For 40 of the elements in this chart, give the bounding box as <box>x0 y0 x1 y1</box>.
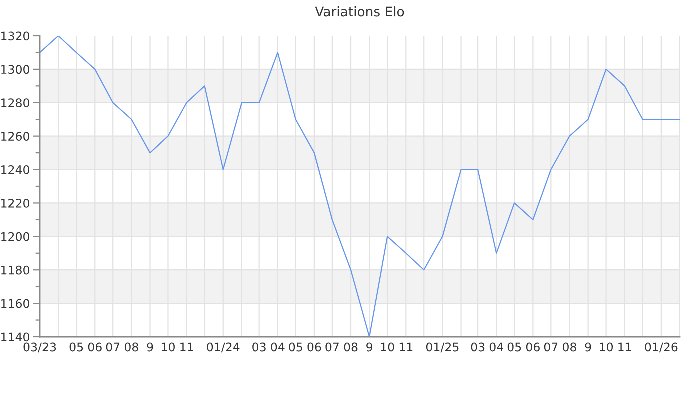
x-tick-label: 07 <box>106 342 120 352</box>
x-tick-label: 08 <box>344 342 358 352</box>
x-tick-label: 10 <box>381 342 394 352</box>
x-tick-label: 01/26 <box>645 342 678 353</box>
x-tick-label: 08 <box>563 342 576 352</box>
x-tick-label: 06 <box>88 342 102 352</box>
x-tick-label: 07 <box>544 342 558 352</box>
y-tick-label: 1280 <box>2 98 30 108</box>
x-tick-label: 04 <box>490 342 504 352</box>
x-tick-label: 05 <box>508 342 522 352</box>
x-tick-label: 05 <box>289 342 302 352</box>
y-tick-label: 1320 <box>2 32 30 41</box>
x-tick-label: 05 <box>70 342 84 352</box>
x-tick-label: 06 <box>526 342 540 352</box>
x-tick-label: 03 <box>252 342 266 352</box>
x-tick-label: 01/24 <box>207 342 240 353</box>
x-tick-label: 11 <box>400 342 413 352</box>
x-tick-label: 9 <box>147 342 154 352</box>
y-tick-label: 1220 <box>2 198 30 208</box>
y-tick-label: 1240 <box>2 166 30 174</box>
x-tick-label: 08 <box>124 342 138 352</box>
x-tick-label: 01/25 <box>426 342 459 353</box>
y-tick-label: 1180 <box>2 266 30 275</box>
x-tick-label: 11 <box>180 342 194 352</box>
y-tick-label: 1160 <box>2 299 30 308</box>
x-tick-label: 10 <box>162 342 175 352</box>
y-tick-label: 1260 <box>2 132 30 141</box>
y-tick-label: 1140 <box>2 332 30 342</box>
chart-title: Variations Elo <box>315 6 404 17</box>
x-tick-label: 11 <box>618 342 632 352</box>
x-tick-label: 9 <box>366 342 373 352</box>
x-tick-label: 04 <box>271 342 285 352</box>
x-tick-label: 9 <box>585 342 592 352</box>
x-tick-label: 10 <box>600 342 614 352</box>
x-tick-label: 07 <box>326 342 339 352</box>
x-tick-label: 03/23 <box>24 342 56 353</box>
x-tick-label: 06 <box>308 342 322 352</box>
y-tick-label: 1300 <box>2 65 30 74</box>
x-tick-label: 03 <box>471 342 485 352</box>
y-tick-label: 1200 <box>2 232 30 242</box>
